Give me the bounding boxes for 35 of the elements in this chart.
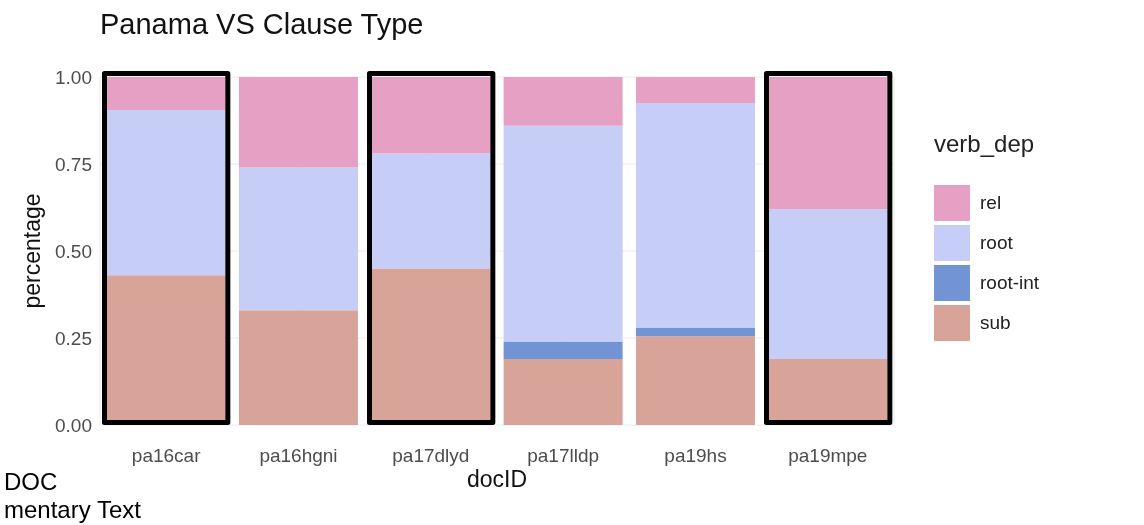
x-tick-label: pa17lldp bbox=[527, 445, 600, 467]
x-tick-label: pa19hs bbox=[664, 445, 727, 467]
bar bbox=[238, 167, 358, 311]
x-axis-title: docID bbox=[466, 466, 528, 492]
text: mentary Text bbox=[4, 496, 141, 524]
y-tick-label: 0.50 bbox=[55, 240, 92, 262]
y-axis-title: percentage bbox=[19, 193, 46, 309]
bar bbox=[635, 77, 755, 104]
x-tick-label: pa17dlyd bbox=[392, 445, 470, 467]
legend-label: root bbox=[980, 231, 1013, 253]
y-tick-label: 0.75 bbox=[55, 153, 92, 175]
legend-label: sub bbox=[980, 311, 1011, 333]
legend-title: verb_dep bbox=[934, 130, 1035, 158]
chart-title: Panama VS Clause Type bbox=[100, 8, 424, 41]
bar bbox=[106, 77, 226, 111]
bar bbox=[635, 327, 755, 337]
legend-label: root-int bbox=[980, 271, 1040, 293]
y-tick-label: 0.25 bbox=[55, 327, 92, 349]
y-tick-label: 1.00 bbox=[55, 66, 92, 88]
y-tick-label: 0.00 bbox=[55, 414, 92, 436]
text: DOC bbox=[4, 468, 58, 496]
x-tick-label: pa16hgni bbox=[259, 445, 338, 467]
bar bbox=[635, 336, 755, 425]
bar bbox=[635, 103, 755, 328]
bar bbox=[371, 77, 491, 154]
bar bbox=[371, 153, 491, 269]
bar bbox=[503, 341, 623, 359]
bar bbox=[238, 310, 358, 425]
x-tick-label: pa19mpe bbox=[788, 445, 868, 467]
legend-label: rel bbox=[980, 191, 1002, 213]
bar bbox=[503, 125, 623, 342]
x-tick-label: pa16car bbox=[131, 445, 202, 467]
bar bbox=[238, 77, 358, 168]
bar bbox=[503, 77, 623, 126]
bar bbox=[503, 358, 623, 425]
